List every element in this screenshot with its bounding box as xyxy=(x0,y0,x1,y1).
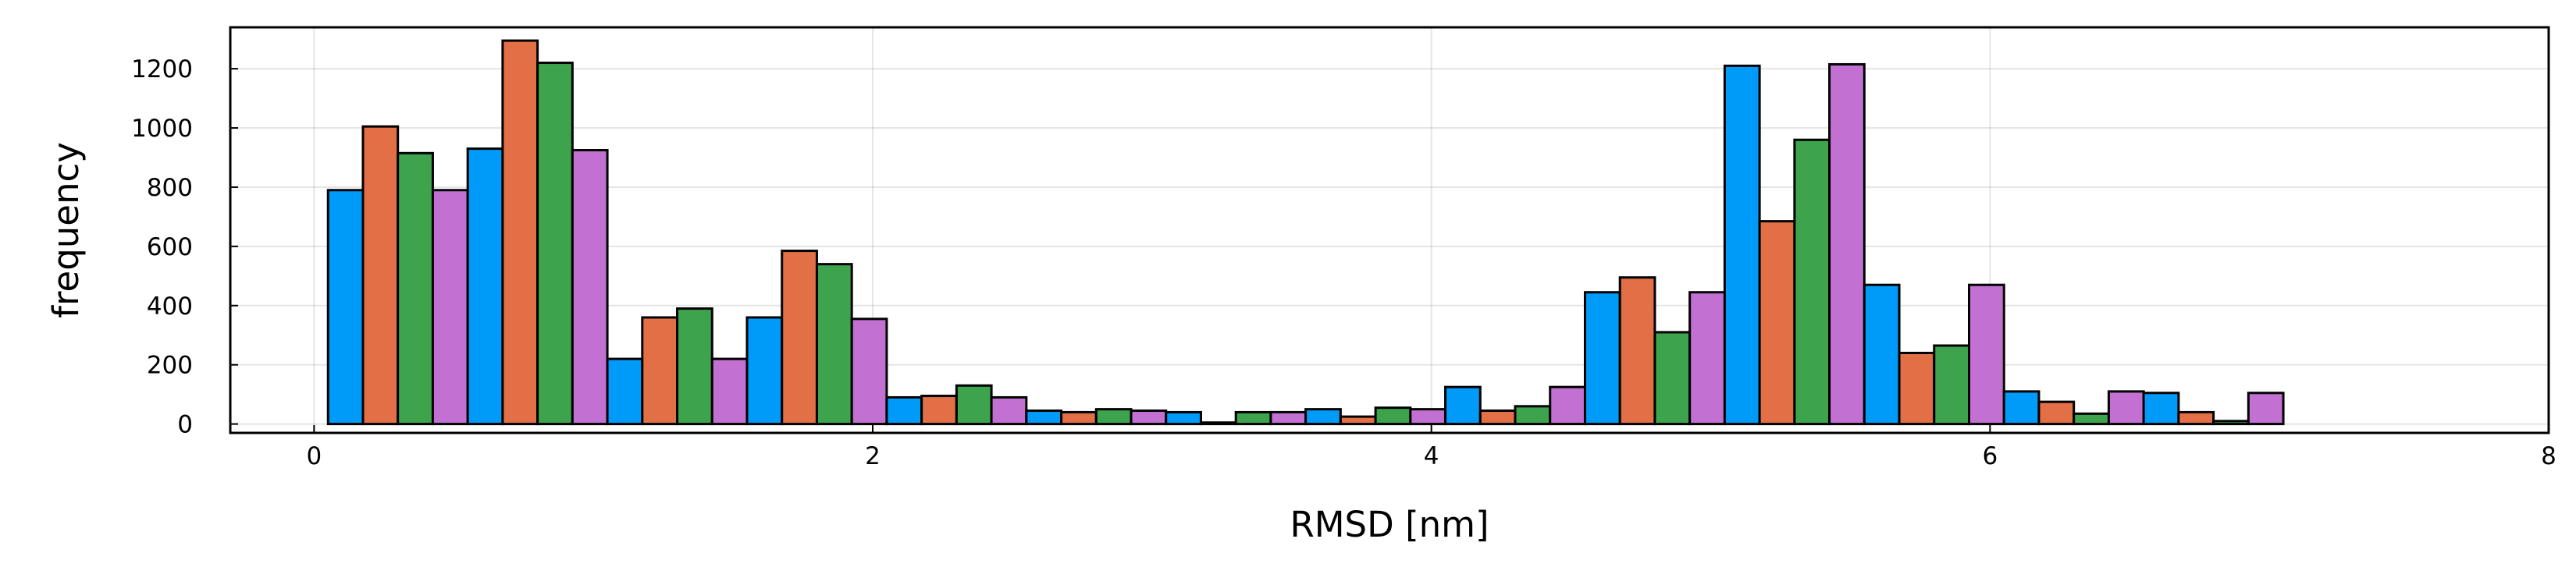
bar-series-4-bin-8 xyxy=(1409,408,1447,426)
bar-series-3-bin-2 xyxy=(536,62,574,426)
y-tick-label: 800 xyxy=(147,174,193,202)
bar-series-4-bin-14 xyxy=(2247,392,2285,426)
y-tick-label: 0 xyxy=(177,411,193,439)
bar-series-2-bin-3 xyxy=(641,316,679,426)
bar-series-2-bin-6 xyxy=(1060,410,1098,426)
bar-series-1-bin-7 xyxy=(1165,410,1202,426)
bar-series-1-bin-11 xyxy=(1723,64,1761,426)
bar-series-1-bin-5 xyxy=(885,395,923,426)
bar-series-1-bin-4 xyxy=(745,316,784,426)
bar-series-2-bin-12 xyxy=(1898,352,1936,426)
bar-series-3-bin-9 xyxy=(1514,405,1552,426)
bar-series-4-bin-13 xyxy=(2107,390,2145,426)
bar-series-1-bin-12 xyxy=(1863,283,1901,426)
bar-series-2-bin-7 xyxy=(1199,421,1237,426)
bar-series-1-bin-8 xyxy=(1304,408,1342,426)
x-tick-label: 4 xyxy=(1424,442,1439,470)
bar-series-3-bin-11 xyxy=(1793,138,1831,426)
bar-series-3-bin-8 xyxy=(1374,406,1412,426)
bar-series-2-bin-11 xyxy=(1758,220,1796,426)
bar-series-2-bin-8 xyxy=(1339,415,1377,426)
bar-series-1-bin-13 xyxy=(2002,390,2041,426)
bar-series-4-bin-2 xyxy=(571,149,609,426)
bar-series-3-bin-6 xyxy=(1094,408,1133,426)
y-tick-label: 600 xyxy=(147,233,193,261)
bar-series-3-bin-1 xyxy=(397,151,434,426)
bar-series-4-bin-1 xyxy=(431,189,469,426)
y-tick-label: 1200 xyxy=(131,55,193,83)
x-tick-label: 6 xyxy=(1982,442,1998,470)
bar-series-3-bin-3 xyxy=(676,307,713,426)
bars xyxy=(326,39,2285,426)
x-tick-label: 8 xyxy=(2541,442,2556,470)
bar-series-3-bin-12 xyxy=(1933,344,1970,426)
bar-series-3-bin-7 xyxy=(1234,410,1272,426)
bar-series-4-bin-4 xyxy=(850,317,888,426)
bar-series-2-bin-4 xyxy=(781,250,818,426)
bar-series-4-bin-11 xyxy=(1828,62,1866,426)
bar-series-4-bin-7 xyxy=(1269,410,1308,426)
bar-series-2-bin-14 xyxy=(2177,410,2215,426)
bar-series-3-bin-13 xyxy=(2073,412,2110,426)
bar-series-4-bin-12 xyxy=(1968,283,2005,426)
y-tick-label: 400 xyxy=(147,292,193,321)
y-tick-label: 1000 xyxy=(131,115,193,143)
x-axis-label: RMSD [nm] xyxy=(1290,504,1489,545)
bar-series-1-bin-2 xyxy=(466,147,504,426)
bar-series-3-bin-4 xyxy=(815,263,853,426)
bar-series-2-bin-2 xyxy=(501,39,539,426)
bar-series-4-bin-10 xyxy=(1688,291,1726,426)
bar-series-4-bin-3 xyxy=(710,357,749,426)
bar-series-3-bin-10 xyxy=(1653,331,1692,426)
bar-series-3-bin-14 xyxy=(2212,420,2250,426)
bar-series-1-bin-3 xyxy=(606,357,644,426)
bar-series-3-bin-5 xyxy=(955,384,993,426)
bar-series-4-bin-5 xyxy=(990,395,1028,426)
x-tick-label: 0 xyxy=(306,442,322,470)
x-tick-label: 2 xyxy=(865,442,881,470)
plot-frame xyxy=(229,26,2550,434)
bar-series-1-bin-10 xyxy=(1583,291,1621,426)
bar-series-1-bin-6 xyxy=(1025,410,1063,426)
y-tick-label: 200 xyxy=(147,352,193,380)
bar-series-4-bin-9 xyxy=(1549,385,1586,426)
bar-series-2-bin-1 xyxy=(361,125,400,426)
bar-series-2-bin-5 xyxy=(920,395,958,426)
bar-series-1-bin-9 xyxy=(1444,385,1482,426)
y-axis-label: frequency xyxy=(45,142,87,318)
bar-series-2-bin-10 xyxy=(1618,276,1656,426)
bar-series-2-bin-9 xyxy=(1478,410,1517,426)
bar-series-1-bin-14 xyxy=(2142,392,2180,426)
bar-series-1-bin-1 xyxy=(326,189,365,426)
bar-series-2-bin-13 xyxy=(2037,400,2076,426)
axis-ticks: 0 2 4 6 8 0 200 400 600 800 1000 1200 xyxy=(131,55,2556,470)
bar-series-4-bin-6 xyxy=(1130,410,1168,426)
